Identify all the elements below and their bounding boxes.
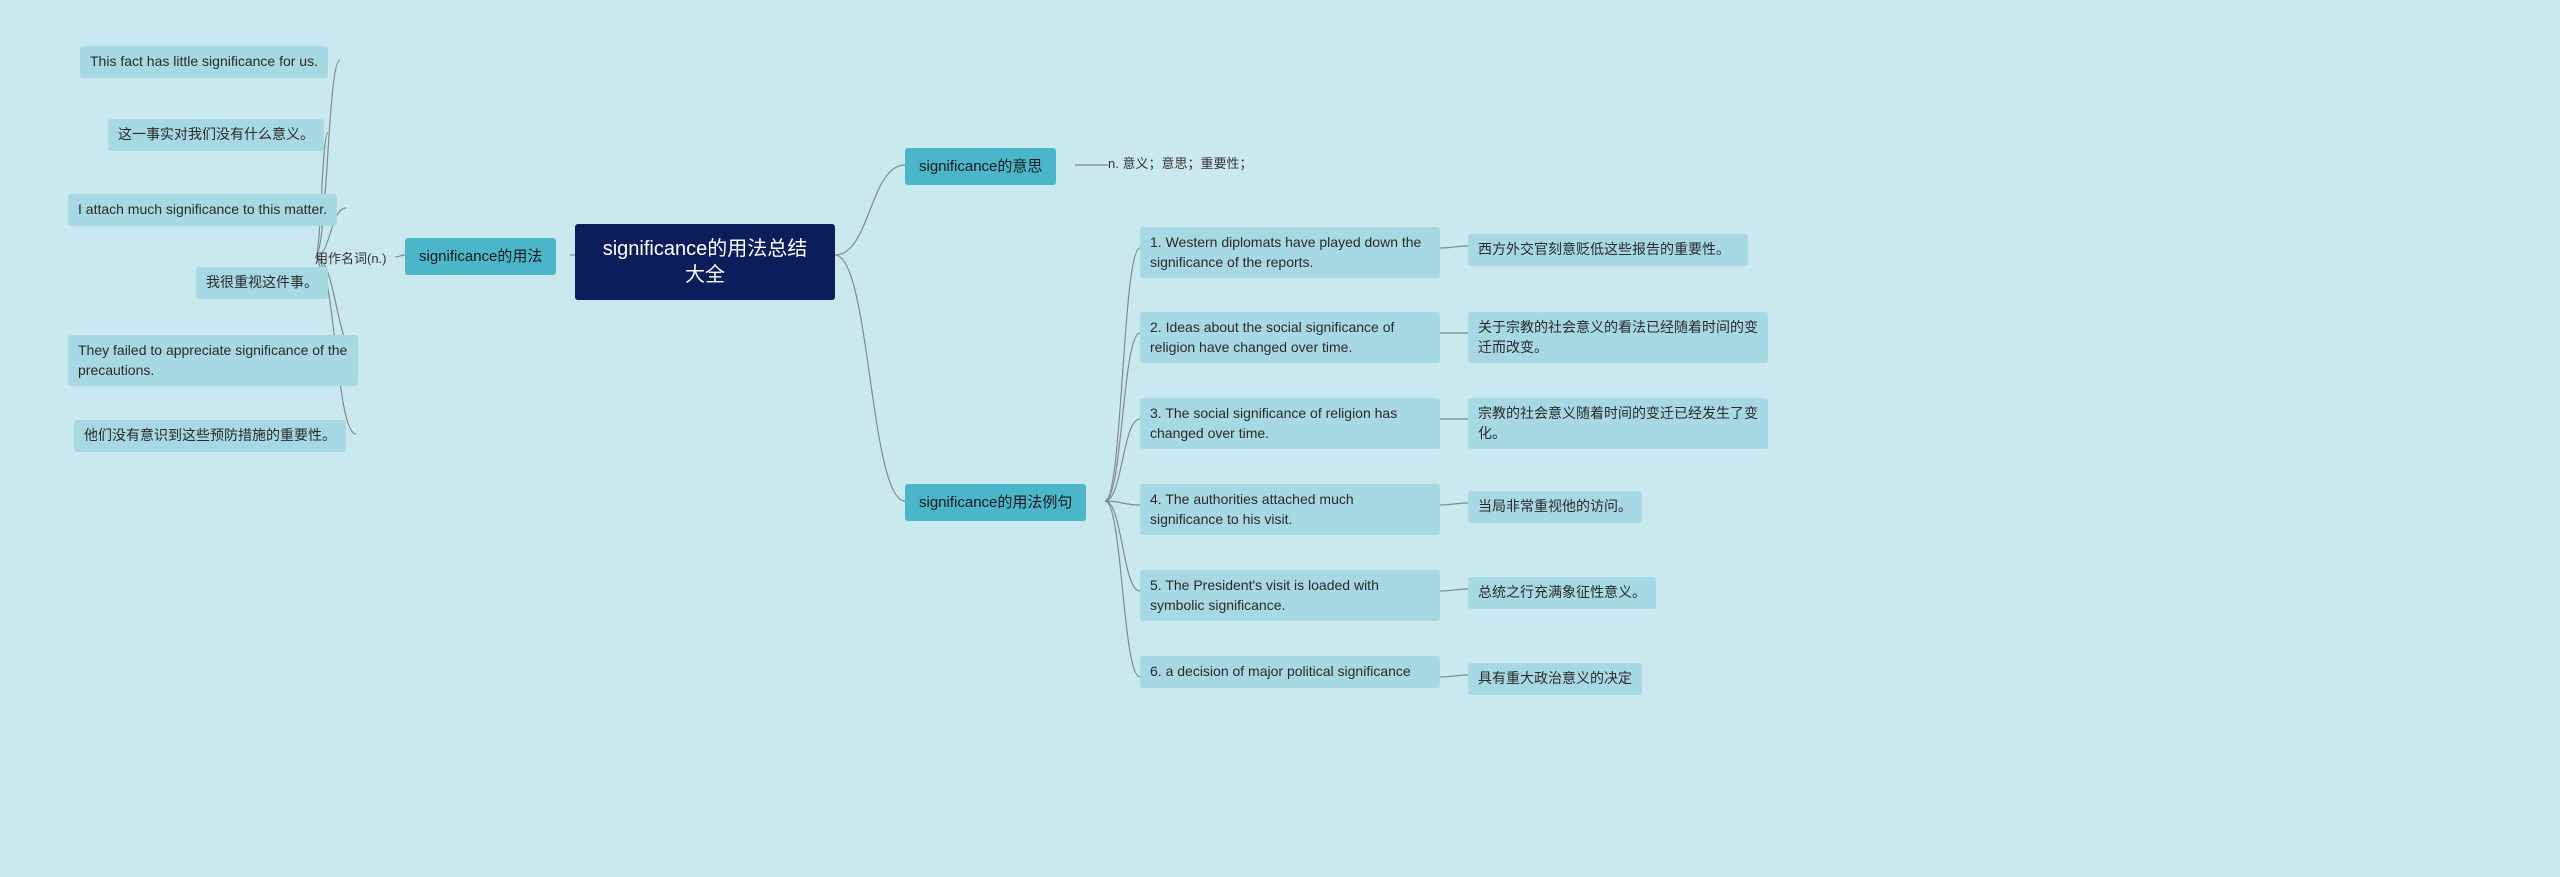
branch-meaning: significance的意思 (905, 148, 1056, 185)
usage-leaf-2: 这一事实对我们没有什么意义。 (108, 119, 324, 151)
example-4-tail: 当局非常重视他的访问。 (1468, 491, 1642, 523)
example-5: 5. The President's visit is loaded with … (1140, 570, 1440, 621)
usage-leaf-3: I attach much significance to this matte… (68, 194, 337, 226)
usage-leaf-5: They failed to appreciate significance o… (68, 335, 358, 386)
example-1-tail: 西方外交官刻意贬低这些报告的重要性。 (1468, 234, 1748, 266)
example-6: 6. a decision of major political signifi… (1140, 656, 1440, 688)
root-node: significance的用法总结大全 (575, 224, 835, 300)
usage-leaf-1: This fact has little significance for us… (80, 46, 328, 78)
example-2-tail: 关于宗教的社会意义的看法已经随着时间的变迁而改变。 (1468, 312, 1768, 363)
usage-leaf-6: 他们没有意识到这些预防措施的重要性。 (74, 420, 346, 452)
branch-usage: significance的用法 (405, 238, 556, 275)
example-5-tail: 总统之行充满象征性意义。 (1468, 577, 1656, 609)
example-4: 4. The authorities attached much signifi… (1140, 484, 1440, 535)
example-3: 3. The social significance of religion h… (1140, 398, 1440, 449)
example-2: 2. Ideas about the social significance o… (1140, 312, 1440, 363)
usage-leaf-4: 我很重视这件事。 (196, 267, 328, 299)
branch-examples: significance的用法例句 (905, 484, 1086, 521)
example-3-tail: 宗教的社会意义随着时间的变迁已经发生了变化。 (1468, 398, 1768, 449)
usage-label: 用作名词(n.) (315, 248, 387, 267)
example-6-tail: 具有重大政治意义的决定 (1468, 663, 1642, 695)
example-1: 1. Western diplomats have played down th… (1140, 227, 1440, 278)
leaf-meaning-def: n. 意义；意思；重要性； (1108, 153, 1252, 172)
